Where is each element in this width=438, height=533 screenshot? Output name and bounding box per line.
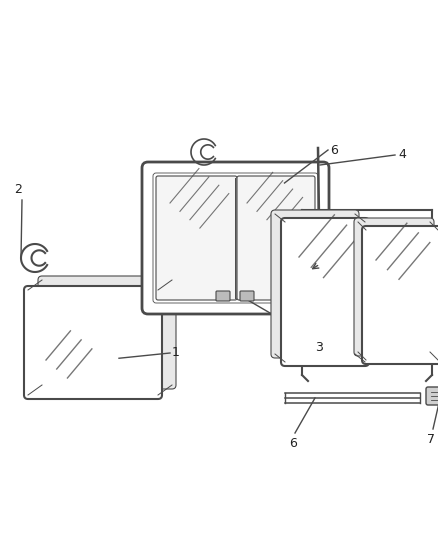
FancyBboxPatch shape: [426, 387, 438, 405]
FancyBboxPatch shape: [271, 210, 359, 358]
FancyBboxPatch shape: [237, 176, 315, 300]
FancyBboxPatch shape: [142, 162, 329, 314]
FancyBboxPatch shape: [216, 291, 230, 301]
Text: 6: 6: [330, 143, 338, 157]
Text: 6: 6: [289, 437, 297, 450]
Text: 4: 4: [398, 149, 406, 161]
FancyBboxPatch shape: [24, 286, 162, 399]
Text: 3: 3: [315, 341, 323, 354]
FancyBboxPatch shape: [281, 218, 369, 366]
FancyBboxPatch shape: [354, 218, 434, 356]
FancyBboxPatch shape: [38, 276, 176, 389]
Text: 1: 1: [172, 346, 180, 359]
FancyBboxPatch shape: [240, 291, 254, 301]
FancyBboxPatch shape: [362, 226, 438, 364]
Text: 2: 2: [14, 183, 22, 196]
FancyBboxPatch shape: [156, 176, 237, 300]
Text: 7: 7: [427, 433, 435, 446]
